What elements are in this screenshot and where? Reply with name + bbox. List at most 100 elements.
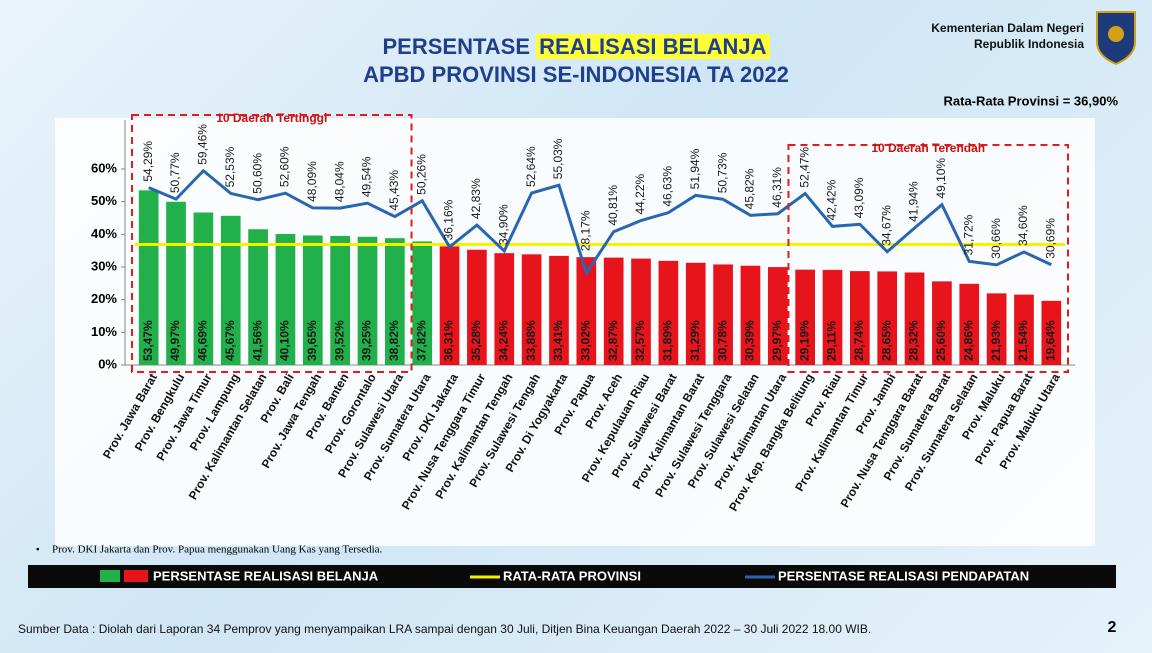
bar-value-label: 30,78%: [715, 320, 729, 361]
bar: [740, 265, 761, 365]
bar: [576, 257, 597, 365]
bar: [904, 272, 925, 365]
bar-value-label: 25,60%: [934, 320, 948, 361]
bar: [959, 283, 980, 365]
bar-value-label: 31,29%: [688, 320, 702, 361]
line-value-label: 52,47%: [797, 147, 811, 188]
bar: [932, 281, 952, 365]
y-tick-label: 60%: [91, 160, 117, 175]
bar: [713, 264, 733, 365]
line-value-label: 48,04%: [332, 161, 346, 202]
title-line-1: PERSENTASE REALISASI BELANJA: [0, 34, 1152, 60]
bar-value-label: 32,87%: [606, 320, 620, 361]
line-value-label: 50,77%: [168, 152, 182, 193]
line-value-label: 41,94%: [907, 181, 921, 222]
bar: [193, 212, 214, 365]
bar-value-label: 39,25%: [360, 320, 374, 361]
bar-value-label: 29,19%: [797, 320, 811, 361]
line-value-label: 52,64%: [524, 146, 538, 187]
bar-value-label: 29,11%: [825, 321, 839, 361]
highlight-label: 10 Daerah Tertinggi: [216, 111, 327, 125]
bar-value-label: 46,69%: [196, 320, 210, 361]
bar-value-label: 53,47%: [141, 320, 155, 361]
line-value-label: 40,81%: [606, 185, 620, 226]
bar: [685, 262, 706, 365]
bar: [248, 229, 268, 365]
bar-value-label: 40,10%: [278, 320, 292, 361]
bar: [1041, 300, 1062, 365]
bar-value-label: 28,65%: [879, 320, 893, 361]
bar-value-label: 33,88%: [524, 320, 538, 361]
line-value-label: 50,26%: [414, 154, 428, 195]
legend-label: PERSENTASE REALISASI PENDAPATAN: [778, 568, 1029, 583]
bar-value-label: 21,93%: [989, 320, 1003, 361]
bar: [658, 260, 679, 365]
bar-value-label: 19,64%: [1043, 320, 1057, 361]
line-value-label: 30,66%: [989, 218, 1003, 259]
y-tick-label: 0%: [98, 356, 117, 371]
bar-value-label: 31,89%: [661, 320, 675, 361]
bar: [631, 258, 651, 365]
bar-value-label: 41,56%: [250, 320, 264, 361]
line-value-label: 44,22%: [633, 174, 647, 215]
ministry: Kementerian Dalam Negeri Republik Indones…: [931, 20, 1084, 52]
bar: [521, 254, 542, 365]
title-highlight: REALISASI BELANJA: [536, 34, 770, 59]
bar-value-label: 29,97%: [770, 320, 784, 361]
bar-value-label: 49,97%: [168, 320, 182, 361]
note-bullet: •: [36, 545, 40, 556]
title-part: PERSENTASE: [382, 34, 531, 59]
bar: [494, 253, 515, 365]
line-value-label: 30,69%: [1043, 218, 1057, 259]
y-tick-label: 30%: [91, 258, 117, 273]
y-tick-label: 20%: [91, 291, 117, 306]
average-label: Rata-Rata Provinsi = 36,90%: [944, 93, 1119, 108]
bar-value-label: 24,86%: [961, 320, 975, 361]
bar-value-label: 38,82%: [387, 320, 401, 361]
bar-value-label: 32,57%: [633, 320, 647, 361]
line-value-label: 45,82%: [743, 168, 757, 209]
bar: [549, 255, 569, 365]
bar: [439, 246, 460, 365]
bar: [850, 271, 870, 365]
line-value-label: 31,72%: [961, 214, 975, 255]
line-value-label: 54,29%: [141, 141, 155, 182]
line-value-label: 49,10%: [934, 158, 948, 199]
line-value-label: 51,94%: [688, 148, 702, 189]
title-line-2: APBD PROVINSI SE-INDONESIA TA 2022: [363, 62, 789, 87]
bar-value-label: 37,82%: [414, 320, 428, 361]
legend-swatch: [124, 570, 148, 582]
highlight-box: [131, 114, 413, 373]
line-series: [148, 168, 1052, 277]
emblem: [1096, 11, 1136, 66]
bar-value-label: 28,32%: [907, 320, 921, 361]
line-value-label: 50,60%: [250, 153, 264, 194]
y-tick-label: 10%: [91, 324, 117, 339]
bar: [767, 267, 788, 365]
legend-label: PERSENTASE REALISASI BELANJA: [153, 568, 379, 583]
legend-label: RATA-RATA PROVINSI: [503, 568, 641, 583]
bar-value-label: 33,02%: [578, 320, 592, 361]
bar: [166, 201, 186, 365]
bar: [275, 234, 296, 365]
line-value-label: 36,16%: [442, 199, 456, 240]
line-value-label: 46,31%: [770, 167, 784, 208]
line-value-label: 55,03%: [551, 138, 565, 179]
line-value-label: 34,60%: [1016, 205, 1030, 246]
bar: [986, 293, 1007, 365]
highlight-label: 10 Daerah Terendah: [871, 141, 985, 155]
bar: [138, 190, 159, 365]
bar-value-label: 21,54%: [1016, 320, 1030, 361]
bar-value-label: 28,74%: [852, 320, 866, 361]
bar: [795, 269, 815, 365]
y-tick-label: 40%: [91, 226, 117, 241]
line-value-label: 34,67%: [879, 205, 893, 246]
bar: [1014, 294, 1034, 365]
bar: [220, 215, 241, 365]
line-value-label: 46,63%: [661, 166, 675, 207]
bar: [877, 271, 898, 365]
bar-value-label: 45,67%: [223, 320, 237, 361]
bar-value-label: 33,41%: [551, 320, 565, 361]
line-value-label: 52,60%: [278, 146, 292, 187]
